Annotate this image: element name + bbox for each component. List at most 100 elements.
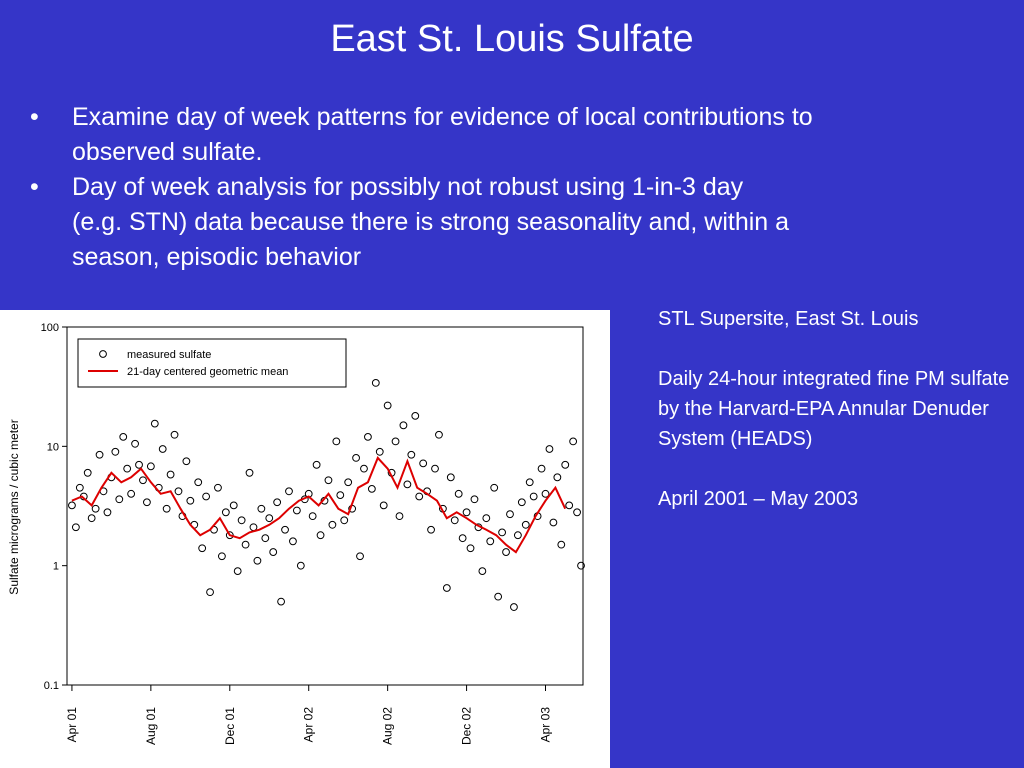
data-point — [103, 508, 112, 517]
data-point — [403, 480, 412, 489]
data-point — [344, 478, 353, 487]
data-point — [285, 487, 293, 496]
data-point — [206, 588, 214, 597]
data-point — [498, 528, 506, 537]
data-point — [261, 534, 270, 543]
data-point — [537, 464, 546, 473]
data-point — [233, 567, 242, 576]
data-point — [269, 548, 278, 556]
data-point — [245, 468, 254, 477]
bullet: Day of week analysis for possibly not ro… — [30, 170, 1010, 275]
legend-box — [77, 338, 347, 388]
data-point — [296, 561, 305, 570]
data-point — [454, 489, 463, 498]
y-tick-label: 100 — [41, 322, 59, 334]
data-point — [470, 495, 479, 504]
slide-title: East St. Louis Sulfate — [330, 18, 694, 60]
data-point — [308, 512, 317, 521]
data-point — [407, 450, 416, 459]
data-point — [83, 468, 92, 477]
data-point — [68, 501, 76, 510]
note: Daily 24-hour integrated fine PM sulfate… — [658, 368, 1010, 450]
bullet-line: (e.g. STN) data because there is strong … — [72, 208, 790, 236]
legend-label: 21-day centered geometric mean — [127, 366, 288, 378]
side-notes: STL Supersite, East St. Louis Daily 24-ho… — [658, 304, 1020, 544]
data-point — [237, 516, 246, 525]
data-point — [87, 514, 96, 523]
data-point — [466, 544, 475, 553]
data-point — [289, 537, 297, 546]
data-point — [494, 592, 503, 601]
data-point — [510, 603, 518, 611]
data-point — [170, 430, 179, 439]
data-point — [431, 464, 439, 473]
data-point — [545, 445, 554, 453]
data-point — [332, 437, 341, 446]
y-axis-label: Sulfate micrograms / cubic meter — [7, 419, 21, 594]
legend-label: measured sulfate — [127, 349, 211, 361]
data-point — [419, 459, 428, 468]
data-point — [506, 510, 514, 519]
data-point — [375, 447, 384, 456]
data-point — [391, 437, 400, 446]
data-point — [356, 552, 364, 561]
y-tick-label: 0.1 — [44, 680, 59, 692]
data-point — [442, 584, 451, 592]
x-tick-label: Apr 01 — [65, 707, 79, 743]
y-tick-label: 1 — [53, 561, 59, 573]
data-point — [146, 462, 155, 471]
bullet-line: Examine day of week patterns for evidenc… — [72, 103, 813, 131]
data-point — [111, 447, 120, 456]
data-point — [513, 531, 522, 540]
data-point — [340, 516, 349, 525]
data-point — [427, 525, 435, 534]
data-point — [521, 520, 530, 529]
bullet-list: Examine day of week patterns for evidenc… — [30, 100, 1010, 275]
bullet-line: Day of week analysis for possibly not ro… — [72, 173, 744, 201]
data-point — [182, 457, 191, 466]
data-point — [273, 498, 282, 507]
data-point — [462, 508, 471, 517]
data-point — [486, 537, 495, 546]
legend-swatch — [99, 350, 107, 358]
data-point — [166, 470, 175, 479]
data-point — [364, 432, 372, 441]
data-point — [127, 489, 136, 498]
x-tick-label: Aug 01 — [144, 707, 158, 745]
data-point — [95, 450, 104, 459]
data-point — [352, 453, 360, 462]
data-point — [316, 531, 325, 540]
data-point — [561, 460, 570, 469]
data-point — [198, 544, 207, 553]
data-point — [553, 473, 562, 482]
data-point — [360, 464, 368, 473]
data-point — [71, 523, 80, 532]
data-point — [186, 496, 195, 505]
data-point — [277, 597, 285, 606]
data-point — [383, 401, 392, 410]
x-tick-label: Dec 02 — [460, 707, 474, 745]
mean-line — [71, 456, 567, 554]
y-tick-label: 10 — [47, 441, 59, 453]
data-point — [371, 379, 380, 387]
data-point — [458, 534, 467, 543]
data-point — [435, 430, 443, 439]
data-point — [174, 487, 183, 496]
data-point — [549, 518, 558, 527]
data-point — [162, 504, 171, 513]
data-point — [265, 514, 274, 523]
data-point — [135, 460, 143, 469]
data-point — [379, 501, 388, 510]
data-point — [91, 504, 100, 513]
data-point — [525, 478, 534, 487]
data-point — [241, 540, 250, 549]
plot-frame — [66, 326, 584, 686]
data-point — [577, 561, 585, 570]
data-point — [490, 483, 499, 492]
data-point — [478, 567, 487, 576]
data-point — [450, 516, 459, 525]
data-point — [257, 504, 266, 513]
data-point — [131, 439, 139, 448]
